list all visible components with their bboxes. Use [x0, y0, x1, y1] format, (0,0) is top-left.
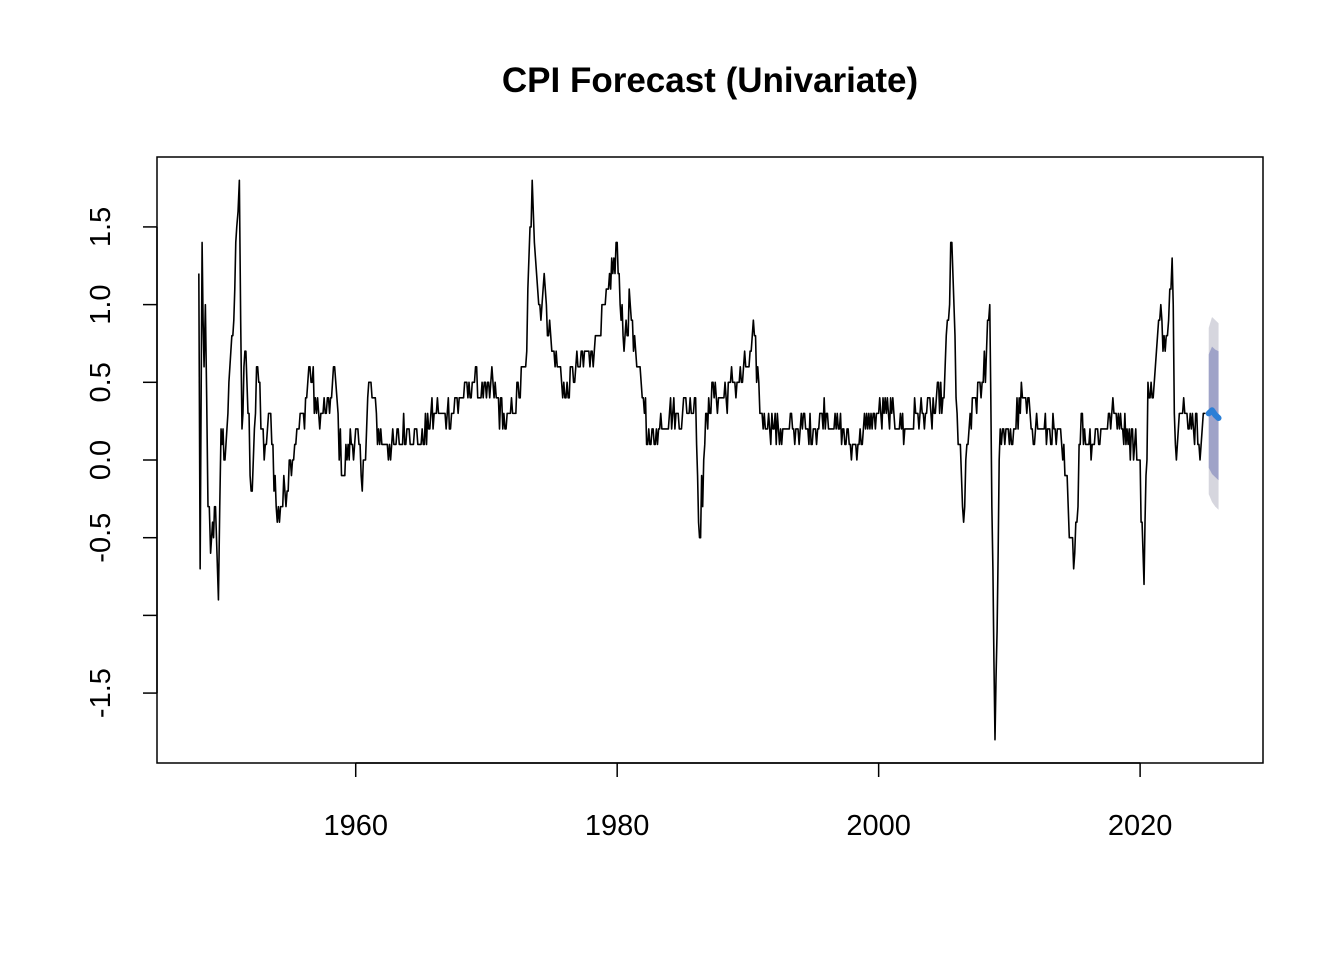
plot-area-border — [156, 156, 1264, 764]
history-line — [198, 179, 1206, 741]
forecast-mean-line — [1205, 407, 1222, 422]
history-series-layer — [198, 179, 1206, 741]
y-tick-label: 1.5 — [85, 207, 117, 247]
x-tick-label: 2020 — [1108, 810, 1173, 842]
x-tick-label: 1960 — [323, 810, 388, 842]
y-tick-label: -0.5 — [85, 513, 117, 563]
y-axis: -1.5 -0.5 0.0 0.5 1.0 1.5 — [85, 207, 158, 718]
y-tick-label: 0.0 — [85, 440, 117, 480]
x-tick-label: 1980 — [585, 810, 650, 842]
forecast-mean-layer — [1205, 407, 1222, 422]
y-tick-label: 0.5 — [85, 362, 117, 402]
y-tick-label: 1.0 — [85, 284, 117, 324]
x-tick-label: 2000 — [846, 810, 911, 842]
x-axis: 1960 1980 2000 2020 — [323, 762, 1173, 842]
chart-title: CPI Forecast (Univariate) — [502, 61, 918, 100]
y-tick-label: -1.5 — [85, 668, 117, 718]
